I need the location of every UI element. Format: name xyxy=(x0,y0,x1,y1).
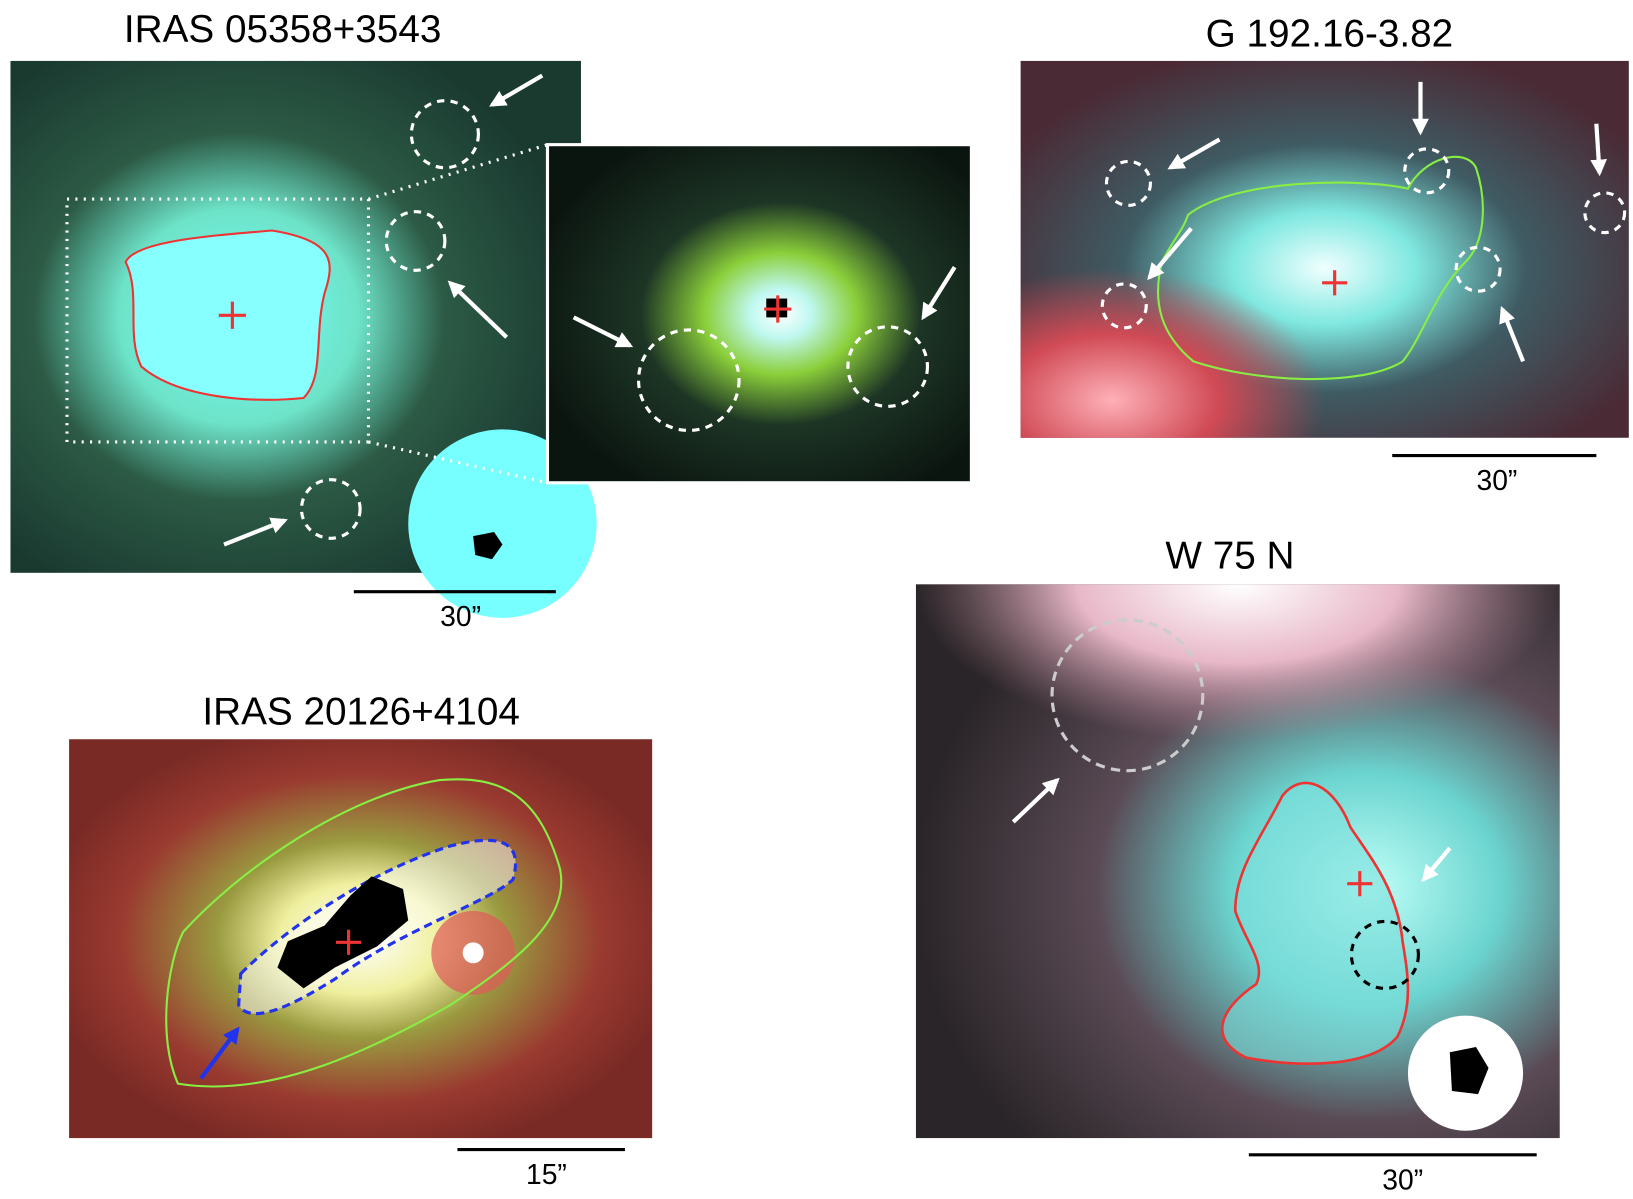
contour xyxy=(1220,781,1410,1066)
circle xyxy=(384,210,447,272)
panel-title: IRAS 20126+4104 xyxy=(202,691,520,734)
arrow xyxy=(199,1026,240,1080)
circle xyxy=(1104,159,1152,207)
star xyxy=(462,942,484,964)
circle xyxy=(299,478,362,540)
cross xyxy=(764,295,792,323)
circle xyxy=(409,99,480,170)
arrow xyxy=(1167,137,1221,170)
panel-iras05358: IRAS 05358+3543 30” xyxy=(10,8,973,632)
mask xyxy=(1449,1047,1489,1095)
image-red xyxy=(1020,60,1629,438)
contour xyxy=(1157,155,1484,381)
panel-title: IRAS 05358+3543 xyxy=(124,8,442,51)
contour xyxy=(165,778,563,1088)
arrow xyxy=(1011,777,1060,824)
image-top xyxy=(915,584,1560,899)
cross xyxy=(1322,270,1348,296)
panel-w75n: W 75 N 30” xyxy=(915,535,1560,1195)
scale-label: 30” xyxy=(1476,464,1517,496)
zoom-box xyxy=(65,197,371,444)
arrow xyxy=(1147,227,1193,281)
circle xyxy=(1100,282,1148,330)
mask xyxy=(473,531,503,560)
panel-title: G 192.16-3.82 xyxy=(1206,12,1454,55)
circle xyxy=(1454,245,1502,293)
circle xyxy=(1583,191,1627,235)
zoom-line xyxy=(368,143,548,201)
scale-label: 30” xyxy=(1382,1163,1423,1195)
mask xyxy=(277,876,409,989)
circle xyxy=(846,325,930,408)
panel-iras20126: IRAS 20126+4104 15” xyxy=(69,691,653,1190)
circle xyxy=(1050,618,1205,773)
arrow xyxy=(447,280,509,339)
arrow xyxy=(1421,846,1452,883)
arrow xyxy=(1590,123,1608,177)
cross xyxy=(218,301,246,329)
scale-label: 15” xyxy=(526,1158,567,1190)
panel-title: W 75 N xyxy=(1165,535,1294,578)
arrow xyxy=(572,315,634,348)
panel-g192: G 192.16-3.82 30” xyxy=(1020,12,1629,496)
arrow xyxy=(489,73,544,107)
cross xyxy=(1347,871,1373,897)
arrow xyxy=(921,266,957,321)
circle xyxy=(636,328,741,433)
cross xyxy=(336,929,362,955)
scale-label: 30” xyxy=(440,600,481,632)
circle xyxy=(1403,147,1451,195)
arrow xyxy=(223,517,288,547)
circle xyxy=(1349,919,1420,990)
arrow xyxy=(1499,305,1526,363)
inset xyxy=(545,143,973,485)
